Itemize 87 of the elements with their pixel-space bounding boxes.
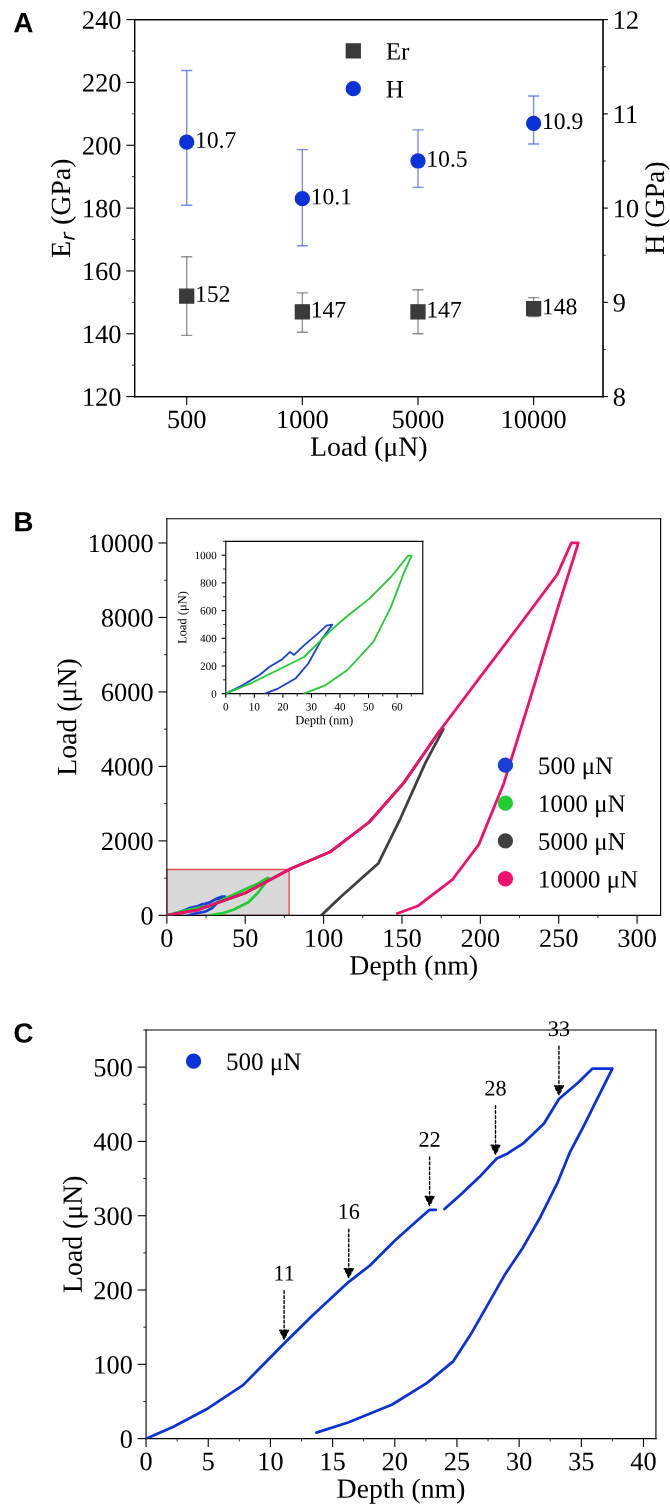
annotation: 16 — [339, 1204, 360, 1219]
x-tick-label: 5000 — [393, 410, 444, 429]
x-tick-label: 10 — [259, 1452, 283, 1471]
y-tick-label: 160 — [84, 262, 121, 281]
data-label: 148 — [544, 298, 577, 315]
annotation: 11 — [275, 1265, 294, 1281]
x-tick-label: 10 — [249, 703, 260, 711]
data-label: 10.9 — [544, 113, 583, 130]
y-tick-label: 400 — [200, 634, 217, 643]
x-tick-label: 30 — [306, 703, 317, 711]
y-tick-label: 500 — [94, 1058, 132, 1077]
legend-label: 5000 μN — [539, 833, 626, 856]
x-tick-label: 50 — [363, 703, 374, 711]
annotation: 28 — [485, 1080, 506, 1096]
legend-label: 500 μN — [227, 1053, 301, 1076]
y-axis-title: Load (μN) — [62, 1176, 88, 1293]
x-axis-title: Depth (nm) — [337, 1478, 465, 1504]
x-tick-label: 50 — [233, 929, 258, 948]
x-axis-title: Depth (nm) — [295, 715, 353, 727]
x-tick-label: 250 — [540, 929, 578, 948]
x-tick-label: 20 — [277, 703, 289, 711]
x-tick-label: 40 — [334, 703, 346, 711]
data-label: 147 — [428, 301, 462, 318]
x-tick-label: 20 — [382, 1452, 407, 1471]
y-tick-label: 200 — [94, 1281, 132, 1300]
y-tick-label: 600 — [200, 607, 217, 615]
legend-label: 500 μN — [539, 757, 613, 780]
y2-tick-label: 12 — [615, 11, 638, 29]
y-tick-label: 300 — [94, 1207, 132, 1226]
legend-label: 10000 μN — [540, 870, 638, 893]
x-tick-label: 60 — [392, 703, 403, 711]
x-tick-label: 100 — [306, 929, 343, 948]
y-tick-label: 4000 — [101, 758, 153, 776]
legend-label: Er — [386, 43, 410, 60]
y-tick-label: 180 — [84, 199, 121, 218]
x-tick-label: 40 — [630, 1452, 656, 1471]
y-tick-label: 100 — [95, 1355, 132, 1374]
y-axis-title: E$_{r}$ (GPa) — [50, 159, 76, 258]
y-tick-label: 220 — [83, 74, 121, 92]
annotation: 22 — [419, 1132, 440, 1147]
data-label: 10.5 — [428, 150, 467, 167]
y-axis-title: Load (μN) — [177, 591, 189, 644]
chart-title: B — [15, 512, 33, 532]
y-tick-label: 1000 — [195, 551, 217, 560]
y-tick-label: 8000 — [101, 609, 153, 627]
y-tick-label: 0 — [141, 906, 153, 925]
y-axis-title: Load (μN) — [56, 659, 83, 775]
y-tick-label: 2000 — [102, 832, 153, 851]
y-tick-label: 140 — [84, 325, 121, 344]
y2-tick-label: 9 — [613, 294, 625, 312]
x-tick-label: 150 — [384, 929, 421, 948]
data-label: 10.7 — [197, 132, 236, 149]
y-tick-label: 120 — [84, 388, 121, 407]
y-tick-label: 400 — [93, 1133, 132, 1151]
y-tick-label: 10000 — [89, 534, 153, 553]
chart-title: C — [14, 1023, 33, 1043]
y2-tick-label: 8 — [613, 388, 625, 407]
data-label: 152 — [197, 286, 230, 302]
x-tick-label: 0 — [223, 703, 229, 711]
x-axis-title: Depth (nm) — [350, 955, 477, 981]
legend-label: 1000 μN — [540, 795, 626, 818]
x-tick-label: 5 — [203, 1452, 214, 1471]
x-tick-label: 10000 — [502, 410, 566, 429]
y2-tick-label: 11 — [615, 105, 637, 124]
x-tick-label: 15 — [321, 1452, 345, 1471]
y-tick-label: 0 — [211, 690, 217, 698]
x-tick-label: 25 — [444, 1452, 470, 1471]
x-tick-label: 30 — [507, 1452, 532, 1471]
data-label: 10.1 — [312, 188, 351, 205]
legend-label: H — [386, 81, 404, 98]
x-axis-title: Load (μN) — [310, 436, 427, 462]
y-tick-label: 200 — [83, 136, 121, 155]
x-tick-label: 1000 — [278, 410, 328, 429]
y-tick-label: 800 — [200, 579, 217, 587]
y-tick-label: 6000 — [101, 683, 153, 702]
x-tick-label: 35 — [569, 1452, 594, 1471]
x-tick-label: 300 — [618, 929, 656, 948]
y-tick-label: 200 — [200, 662, 217, 670]
y-tick-label: 0 — [120, 1430, 132, 1449]
y2-axis-title: H (GPa) — [644, 162, 670, 254]
x-tick-label: 0 — [161, 929, 173, 948]
x-tick-label: 200 — [461, 929, 500, 948]
data-label: 147 — [312, 301, 346, 318]
chart-title: A — [14, 13, 33, 33]
y-tick-label: 240 — [83, 11, 121, 30]
y2-tick-label: 10 — [615, 199, 639, 218]
annotation: 33 — [548, 1021, 570, 1037]
